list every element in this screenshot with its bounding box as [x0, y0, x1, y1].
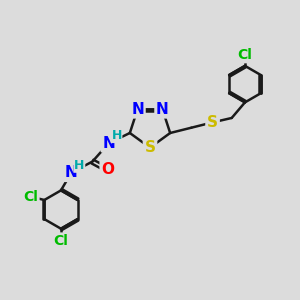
Text: N: N [65, 165, 78, 180]
Text: O: O [101, 162, 114, 177]
Text: H: H [111, 129, 122, 142]
Text: H: H [74, 159, 85, 172]
Text: Cl: Cl [53, 234, 68, 248]
Text: N: N [156, 102, 169, 117]
Text: Cl: Cl [238, 48, 252, 62]
Text: N: N [102, 136, 115, 151]
Text: S: S [207, 115, 218, 130]
Text: Cl: Cl [23, 190, 38, 204]
Text: S: S [145, 140, 155, 155]
Text: N: N [131, 102, 144, 117]
